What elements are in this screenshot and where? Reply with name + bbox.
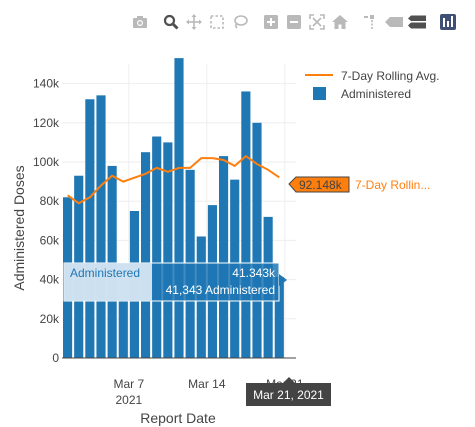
y-tick-label: 40k — [40, 273, 60, 287]
y-axis-title: Administered Doses — [11, 165, 27, 290]
hover-x-label: Mar 21, 2021 — [246, 377, 331, 406]
tooltip-value: 41.343k — [232, 266, 276, 280]
y-tick-label: 140k — [33, 77, 60, 91]
hover-tooltip-administered: Administered 41.343k 41,343 Administered — [63, 262, 287, 302]
legend-bar-swatch — [313, 87, 326, 100]
zoom-icon[interactable] — [161, 12, 181, 32]
y-tick-label: 100k — [33, 155, 60, 169]
bar[interactable] — [219, 156, 229, 358]
lasso-select-icon[interactable] — [230, 12, 250, 32]
bar[interactable] — [252, 122, 262, 358]
x-tick-sublabel: 2021 — [116, 393, 143, 407]
y-axis-ticks: 0 20k 40k 60k 80k 100k 120k 140k — [33, 77, 60, 365]
zoom-out-icon[interactable] — [284, 12, 304, 32]
tooltip-detail: 41,343 Administered — [166, 283, 275, 297]
bar[interactable] — [241, 91, 251, 358]
hover-date-label: Mar 21, 2021 — [253, 388, 324, 402]
x-axis-title: Report Date — [140, 410, 216, 426]
legend-item-administered[interactable]: Administered — [313, 87, 411, 101]
x-tick-label: Mar 14 — [188, 377, 226, 391]
tooltip-line-value: 92.148k — [299, 178, 343, 192]
bar[interactable] — [96, 95, 106, 359]
spike-lines-icon[interactable] — [361, 12, 381, 32]
y-tick-label: 80k — [40, 194, 60, 208]
hover-compare-icon[interactable] — [407, 12, 427, 32]
reset-axes-icon[interactable] — [330, 12, 350, 32]
legend-label-rolling-avg: 7-Day Rolling Avg. — [341, 69, 440, 83]
pan-icon[interactable] — [184, 12, 204, 32]
bar[interactable] — [141, 152, 151, 358]
bar[interactable] — [174, 58, 184, 359]
box-select-icon[interactable] — [207, 12, 227, 32]
bar[interactable] — [107, 165, 117, 358]
hover-closest-icon[interactable] — [384, 12, 404, 32]
bar-series — [63, 58, 284, 359]
tooltip-line-trace: 7-Day Rollin... — [355, 178, 430, 192]
legend: 7-Day Rolling Avg. Administered — [305, 69, 440, 101]
y-tick-label: 20k — [40, 312, 60, 326]
y-tick-label: 0 — [52, 351, 59, 365]
modebar — [130, 12, 461, 32]
y-tick-label: 60k — [40, 233, 60, 247]
tooltip-trace-name: Administered — [70, 266, 140, 280]
legend-item-rolling-avg[interactable]: 7-Day Rolling Avg. — [305, 69, 440, 83]
bar[interactable] — [274, 276, 284, 358]
legend-label-administered: Administered — [341, 87, 411, 101]
rolling-avg-line — [67, 154, 280, 205]
bar[interactable] — [152, 136, 162, 358]
bar[interactable] — [118, 301, 128, 358]
hover-tooltip-rolling-avg: 92.148k 7-Day Rollin... — [288, 176, 430, 193]
x-tick-label: Mar 7 — [114, 377, 145, 391]
autoscale-icon[interactable] — [307, 12, 327, 32]
plotly-logo-icon[interactable] — [438, 12, 458, 32]
camera-icon[interactable] — [130, 12, 150, 32]
bar[interactable] — [85, 99, 95, 358]
zoom-in-icon[interactable] — [261, 12, 281, 32]
y-tick-label: 120k — [33, 116, 60, 130]
bar[interactable] — [163, 142, 173, 358]
